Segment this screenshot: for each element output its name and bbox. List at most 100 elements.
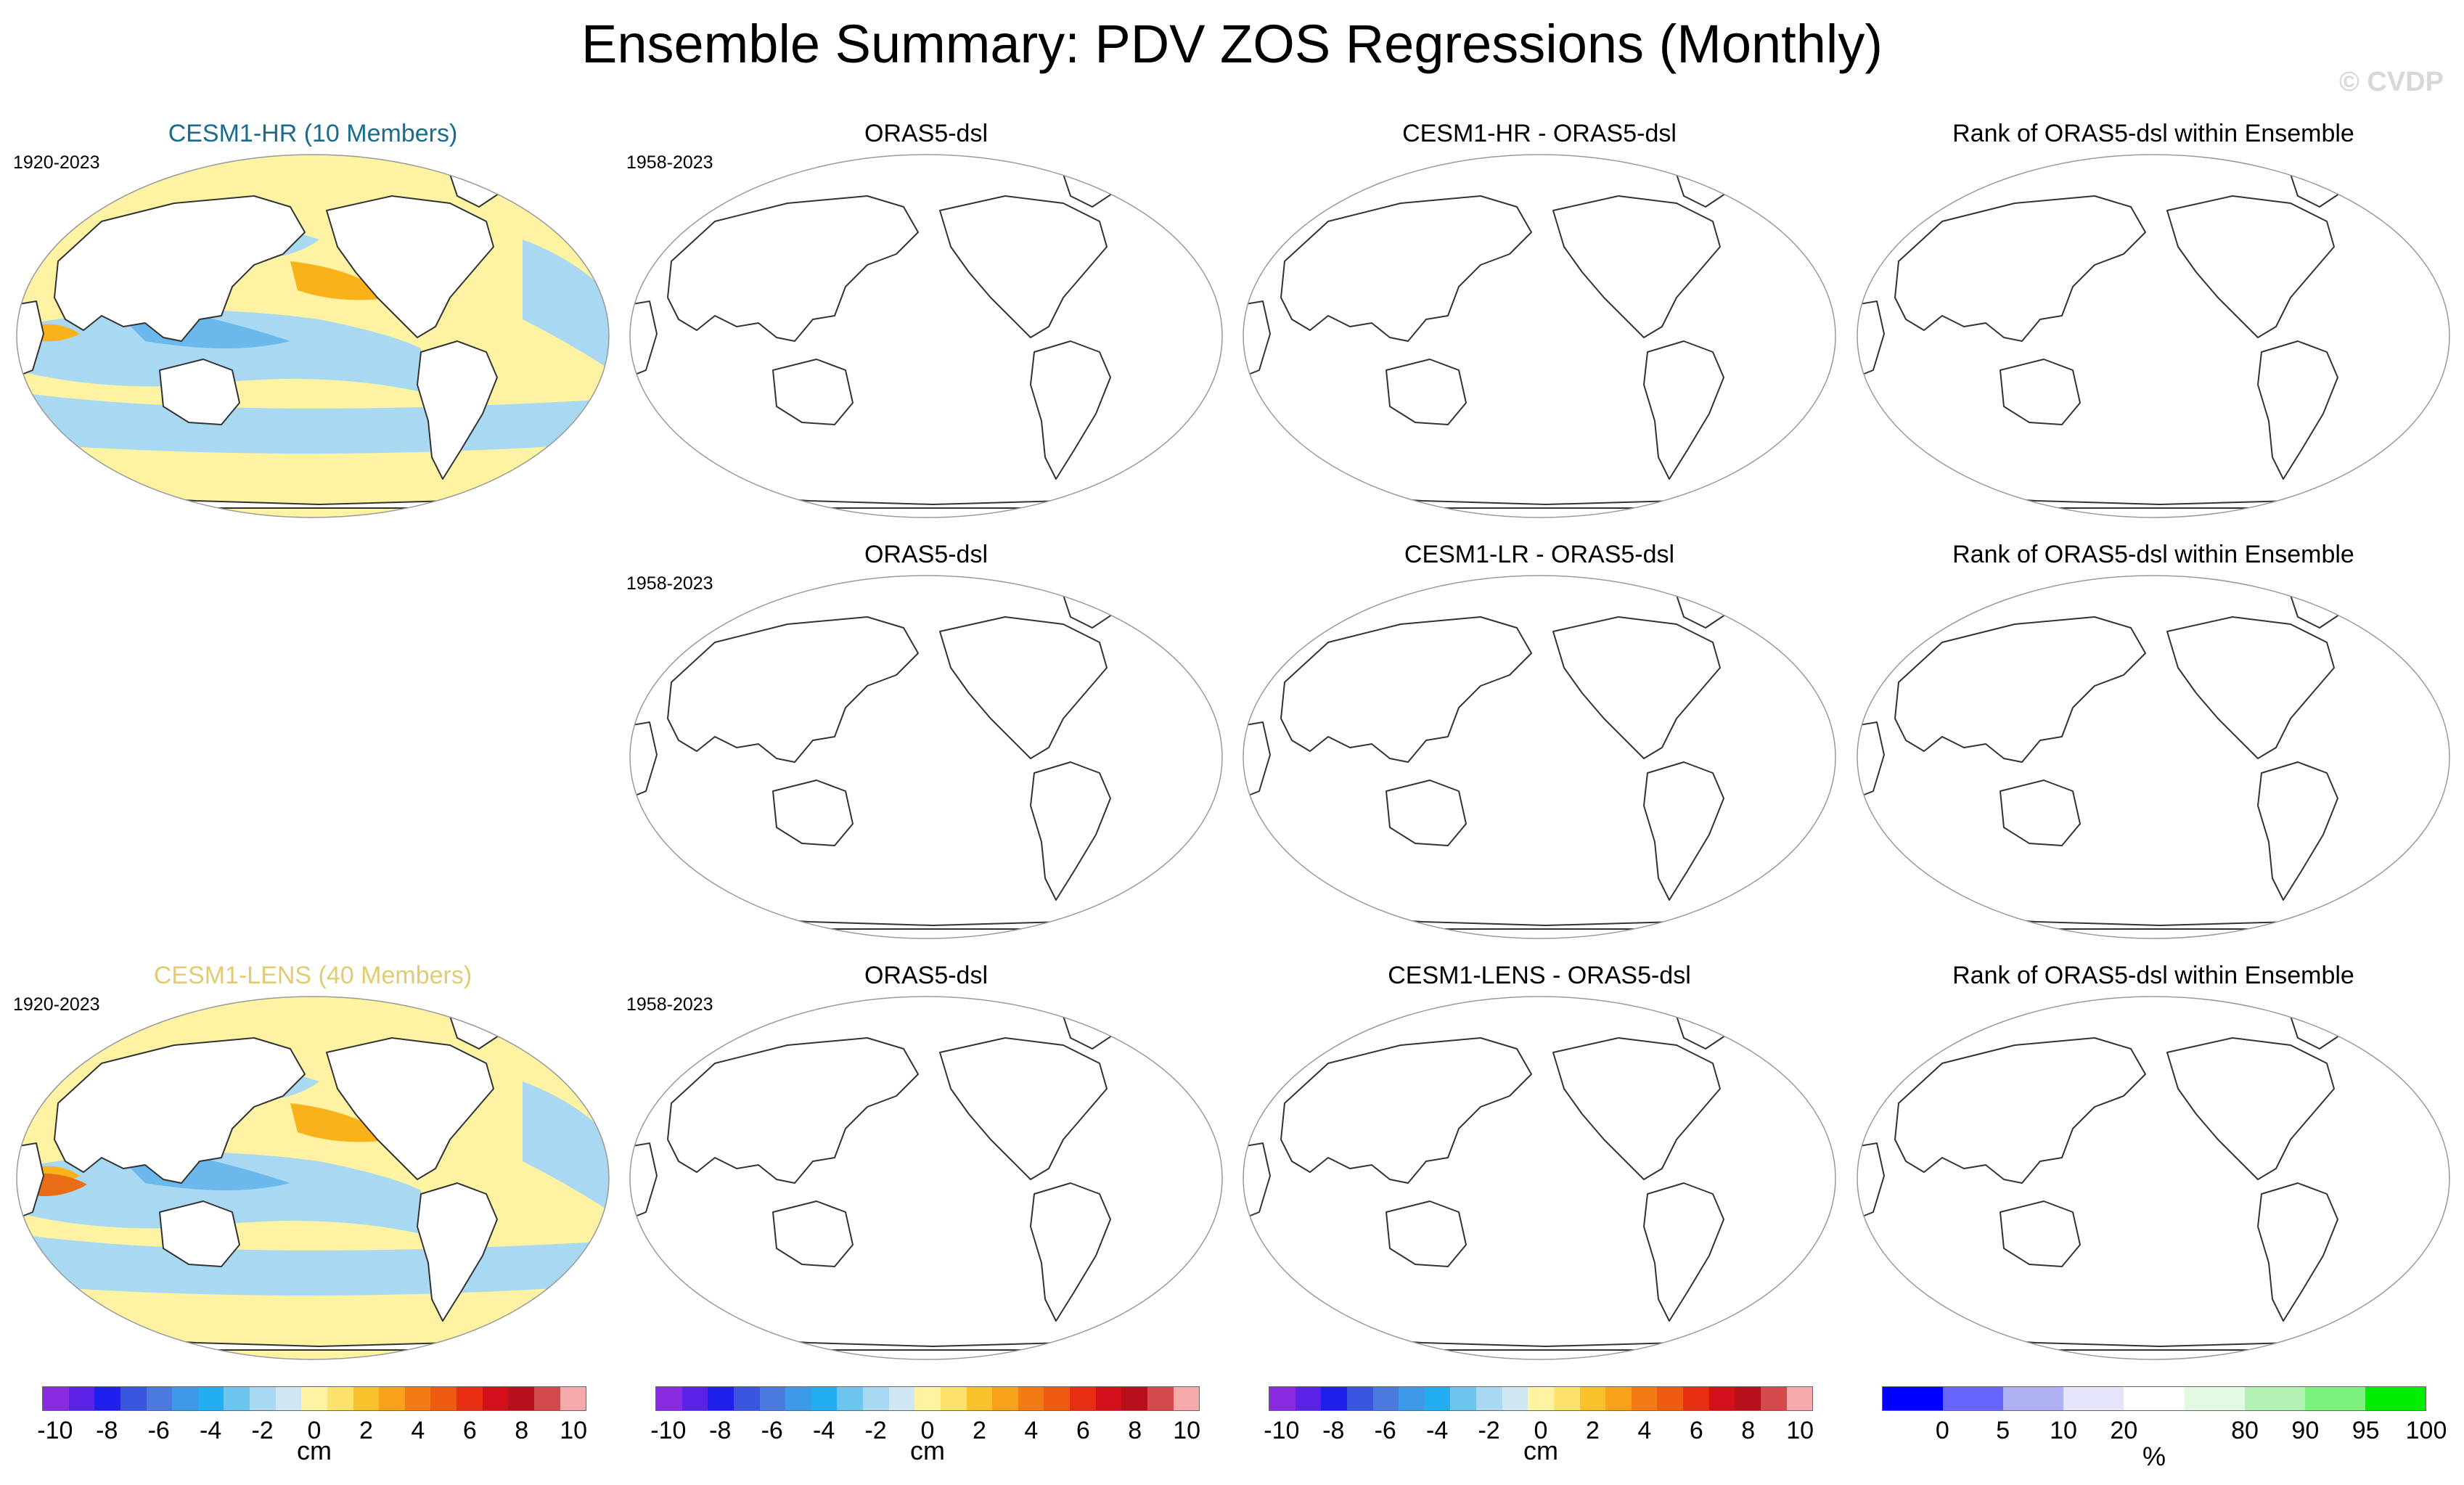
continent-africa xyxy=(17,1142,44,1220)
colorbar-tick-label: 80 xyxy=(2231,1417,2259,1444)
colorbar-swatch xyxy=(1424,1387,1451,1410)
colorbar-tick-label: 6 xyxy=(1689,1417,1703,1444)
continent-samerica xyxy=(2257,1182,2338,1322)
colorbar-2: -10 -8 -6 -4 -2 0 2 4 6 8 10 cm xyxy=(650,1386,1200,1465)
map-12 xyxy=(1857,996,2450,1360)
colorbar-swatch xyxy=(733,1387,760,1410)
colorbar-swatch xyxy=(250,1387,276,1410)
colorbar-tick-label: 2 xyxy=(972,1417,986,1444)
map-border xyxy=(1243,996,1836,1360)
map-8 xyxy=(1857,575,2450,939)
colorbar-swatch xyxy=(275,1387,302,1410)
continent-antarctica xyxy=(671,914,1180,930)
main-title: Ensemble Summary: PDV ZOS Regressions (M… xyxy=(581,14,1883,74)
period-label: 1958-2023 xyxy=(626,152,713,173)
continent-antarctica xyxy=(1898,914,2407,930)
colorbar-swatch xyxy=(940,1387,967,1410)
map-border xyxy=(629,996,1223,1360)
continent-namerica xyxy=(326,195,494,338)
continent-australia xyxy=(1386,780,1467,846)
continent-greenland xyxy=(1063,1012,1115,1050)
continent-australia xyxy=(1386,359,1467,425)
colorbar-4: 0 5 10 20 80 90 95 100% xyxy=(1882,1386,2447,1471)
colorbar-swatch xyxy=(2304,1387,2365,1410)
colorbar-swatch xyxy=(1553,1387,1580,1410)
colorbar-tick-label: -6 xyxy=(147,1417,170,1444)
colorbar-swatch xyxy=(146,1387,173,1410)
colorbar-swatch xyxy=(197,1387,224,1410)
continent-samerica xyxy=(2257,340,2338,480)
colorbar-tick-label: 0 xyxy=(307,1417,322,1444)
anomaly-region xyxy=(290,261,392,300)
continent-asia xyxy=(667,616,919,763)
colorbar-tick-label: 0 xyxy=(1935,1417,1949,1444)
map-7 xyxy=(1243,575,1836,939)
continent-africa xyxy=(630,300,658,378)
continent-samerica xyxy=(1030,340,1111,480)
anomaly-region xyxy=(290,1103,392,1142)
colorbar-tick-label: 4 xyxy=(1637,1417,1652,1444)
continent-antarctica xyxy=(1284,914,1793,930)
colorbar-swatch xyxy=(759,1387,786,1410)
colorbar-swatch xyxy=(1399,1387,1425,1410)
colorbar-tick-label: 2 xyxy=(1585,1417,1600,1444)
continent-samerica xyxy=(1643,761,1724,901)
continent-asia xyxy=(1894,195,2146,342)
colorbar-tick-label: -10 xyxy=(650,1417,687,1444)
continent-namerica xyxy=(939,195,1108,338)
colorbar-swatch xyxy=(457,1387,483,1410)
colorbar-tick-label: -6 xyxy=(761,1417,783,1444)
map-border xyxy=(629,154,1223,518)
continent-australia xyxy=(159,1200,240,1267)
panel-title: ORAS5-dsl xyxy=(864,541,989,568)
continent-africa xyxy=(1243,300,1271,378)
continent-antarctica xyxy=(1898,493,2407,509)
colorbar-unit: % xyxy=(2142,1441,2166,1471)
colorbar-swatch xyxy=(888,1387,915,1410)
continent-namerica xyxy=(1552,195,1721,338)
continent-australia xyxy=(772,780,854,846)
map-border xyxy=(16,154,610,518)
continent-asia xyxy=(1280,1037,1532,1184)
continent-greenland xyxy=(2290,591,2342,629)
continent-namerica xyxy=(326,1037,494,1180)
period-label: 1920-2023 xyxy=(13,152,100,173)
continent-samerica xyxy=(417,1182,498,1322)
continent-asia xyxy=(1894,616,2146,763)
continent-africa xyxy=(630,1142,658,1220)
map-1 xyxy=(16,154,610,518)
map-4 xyxy=(1857,154,2450,518)
continent-greenland xyxy=(1063,170,1115,208)
colorbar-swatch xyxy=(1346,1387,1373,1410)
colorbar-tick-label: -4 xyxy=(200,1417,222,1444)
continent-antarctica xyxy=(671,1335,1180,1351)
colorbar-tick-label: -4 xyxy=(813,1417,835,1444)
panel-title: CESM1-HR (10 Members) xyxy=(168,120,458,147)
continent-asia xyxy=(667,195,919,342)
colorbar-swatch xyxy=(1372,1387,1399,1410)
colorbar-swatch xyxy=(1631,1387,1658,1410)
colorbar-swatch xyxy=(224,1387,250,1410)
map-11 xyxy=(1243,996,1836,1360)
colorbar-swatch xyxy=(327,1387,353,1410)
colorbar-tick-label: 10 xyxy=(560,1417,588,1444)
colorbar-swatch xyxy=(2244,1387,2305,1410)
continent-namerica xyxy=(1552,616,1721,759)
colorbar-swatch xyxy=(785,1387,811,1410)
anomaly-region xyxy=(17,1152,421,1234)
continent-samerica xyxy=(1030,1182,1111,1322)
colorbar-swatch xyxy=(1657,1387,1683,1410)
colorbar-swatch xyxy=(2063,1387,2124,1410)
map-2 xyxy=(629,154,1223,518)
colorbar-swatch xyxy=(1708,1387,1735,1410)
continent-antarctica xyxy=(1898,1335,2407,1351)
continent-namerica xyxy=(2166,1037,2335,1180)
continent-antarctica xyxy=(1284,493,1793,509)
continent-asia xyxy=(1280,616,1532,763)
colorbar-swatch xyxy=(404,1387,431,1410)
colorbar-tick-label: 6 xyxy=(462,1417,477,1444)
colorbar-swatch xyxy=(482,1387,509,1410)
colorbar-swatch xyxy=(1528,1387,1554,1410)
colorbar-tick-label: -2 xyxy=(251,1417,274,1444)
colorbar-tick-label: 95 xyxy=(2352,1417,2380,1444)
